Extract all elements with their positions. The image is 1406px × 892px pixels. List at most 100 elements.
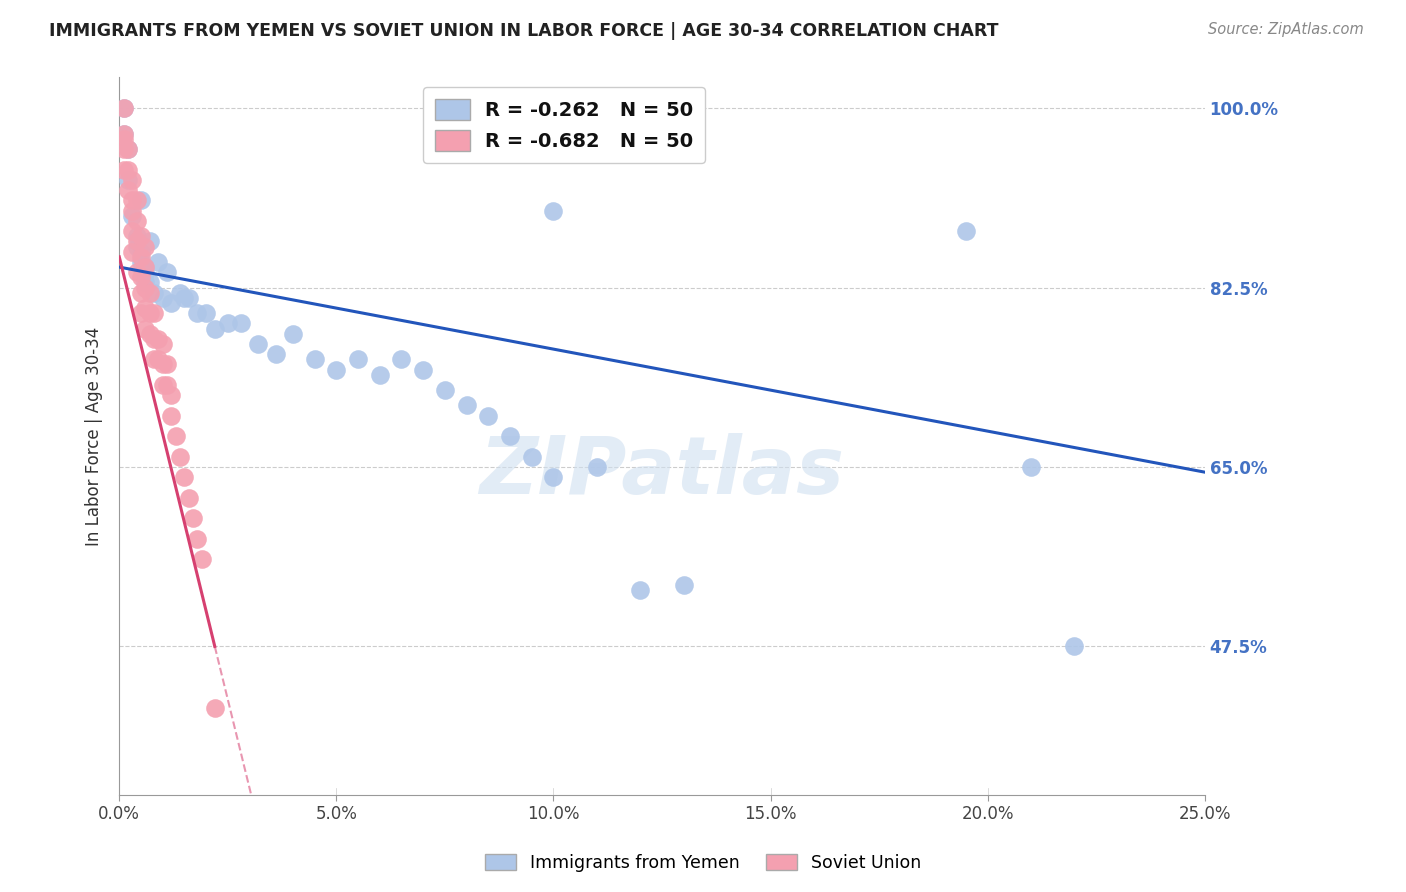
Point <box>134 276 156 290</box>
Point <box>156 358 179 372</box>
Point <box>143 306 166 320</box>
Point <box>325 362 347 376</box>
Point <box>129 270 152 285</box>
Point <box>152 291 174 305</box>
Point <box>160 388 183 402</box>
Legend: R = -0.262   N = 50, R = -0.682   N = 50: R = -0.262 N = 50, R = -0.682 N = 50 <box>423 87 706 162</box>
Point <box>117 142 139 156</box>
Point <box>173 291 195 305</box>
Point <box>121 173 143 187</box>
Point <box>165 429 187 443</box>
Text: ZIPatlas: ZIPatlas <box>479 434 845 511</box>
Point <box>112 101 135 115</box>
Point <box>160 409 183 423</box>
Point <box>125 229 148 244</box>
Point <box>281 326 304 341</box>
Point <box>217 317 239 331</box>
Point <box>955 224 977 238</box>
Point <box>138 276 160 290</box>
Point <box>264 347 287 361</box>
Point <box>143 285 166 300</box>
Point <box>186 532 208 546</box>
Point <box>543 203 565 218</box>
Point <box>477 409 499 423</box>
Point <box>412 362 434 376</box>
Point <box>195 306 218 320</box>
Point <box>112 127 135 141</box>
Point <box>117 183 139 197</box>
Point <box>499 429 522 443</box>
Point <box>129 229 152 244</box>
Point <box>138 326 160 341</box>
Point <box>152 378 174 392</box>
Point <box>134 301 156 315</box>
Point <box>152 358 174 372</box>
Point <box>143 332 166 346</box>
Point <box>112 162 135 177</box>
Point <box>134 260 156 274</box>
Point <box>177 491 200 505</box>
Point <box>160 296 183 310</box>
Point <box>543 470 565 484</box>
Point <box>125 214 148 228</box>
Point <box>129 250 152 264</box>
Point <box>121 194 143 208</box>
Point <box>156 378 179 392</box>
Point <box>148 255 170 269</box>
Point <box>125 239 148 253</box>
Point <box>121 244 143 259</box>
Point <box>391 352 413 367</box>
Point <box>433 383 456 397</box>
Point <box>129 306 152 320</box>
Point <box>229 317 252 331</box>
Point <box>121 209 143 223</box>
Point <box>169 285 191 300</box>
Point <box>138 285 160 300</box>
Point <box>585 460 607 475</box>
Legend: Immigrants from Yemen, Soviet Union: Immigrants from Yemen, Soviet Union <box>478 847 928 879</box>
Point <box>134 239 156 253</box>
Point <box>125 194 148 208</box>
Point <box>129 255 152 269</box>
Point <box>121 224 143 238</box>
Point <box>672 578 695 592</box>
Point <box>173 470 195 484</box>
Point <box>191 552 214 566</box>
Text: IMMIGRANTS FROM YEMEN VS SOVIET UNION IN LABOR FORCE | AGE 30-34 CORRELATION CHA: IMMIGRANTS FROM YEMEN VS SOVIET UNION IN… <box>49 22 998 40</box>
Point <box>129 194 152 208</box>
Point <box>134 280 156 294</box>
Point <box>121 203 143 218</box>
Point <box>169 450 191 464</box>
Point <box>247 337 270 351</box>
Point <box>1019 460 1042 475</box>
Point <box>347 352 370 367</box>
Point <box>177 291 200 305</box>
Point <box>129 285 152 300</box>
Point <box>125 265 148 279</box>
Point <box>129 244 152 259</box>
Point <box>138 306 160 320</box>
Point <box>156 265 179 279</box>
Text: Source: ZipAtlas.com: Source: ZipAtlas.com <box>1208 22 1364 37</box>
Point <box>143 352 166 367</box>
Point <box>148 332 170 346</box>
Point <box>112 142 135 156</box>
Point <box>134 265 156 279</box>
Point <box>112 132 135 146</box>
Point <box>134 321 156 335</box>
Point <box>304 352 326 367</box>
Point <box>148 352 170 367</box>
Point <box>117 142 139 156</box>
Point <box>125 235 148 249</box>
Point <box>138 235 160 249</box>
Point <box>186 306 208 320</box>
Point <box>152 337 174 351</box>
Point <box>134 260 156 274</box>
Y-axis label: In Labor Force | Age 30-34: In Labor Force | Age 30-34 <box>86 326 103 546</box>
Point <box>181 511 204 525</box>
Point <box>628 582 651 597</box>
Point <box>112 101 135 115</box>
Point <box>117 173 139 187</box>
Point <box>204 321 226 335</box>
Point <box>520 450 543 464</box>
